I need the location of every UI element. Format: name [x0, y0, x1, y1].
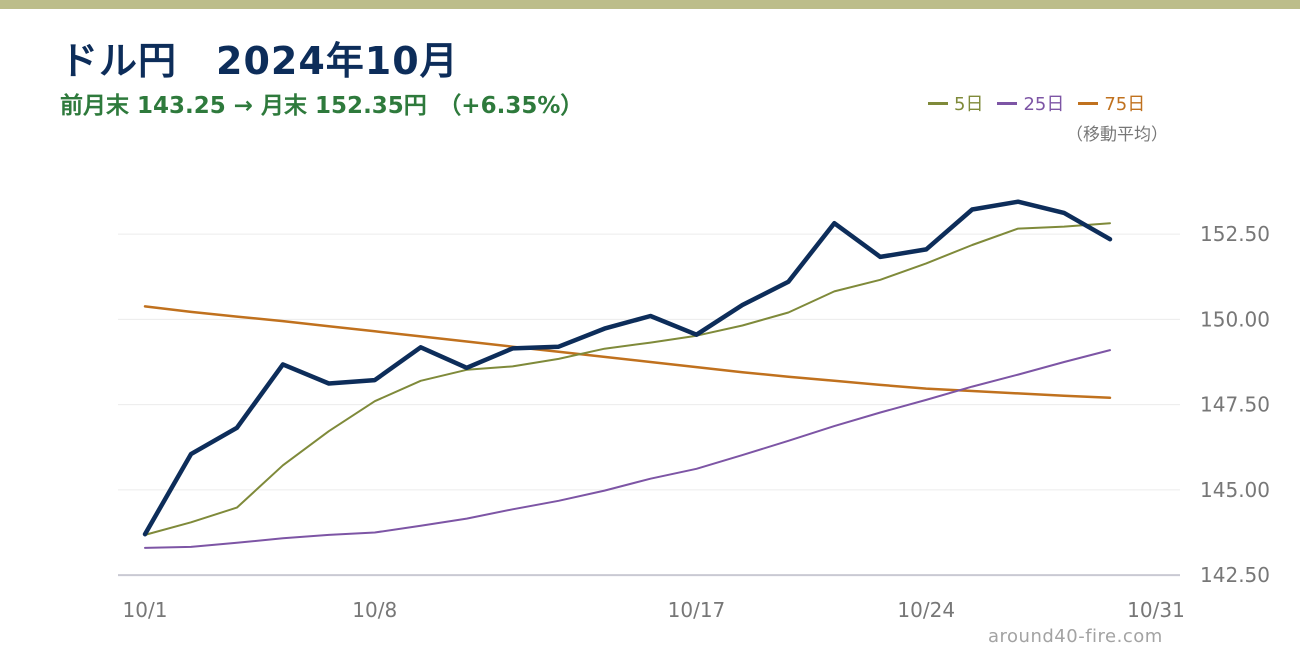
- ma25-line: [144, 349, 1111, 549]
- y-tick-label: 150.00: [1200, 307, 1270, 331]
- price-line: [142, 199, 1113, 537]
- legend-label-5d: 5日: [954, 94, 984, 115]
- y-tick-label: 147.50: [1200, 393, 1270, 417]
- legend-label-75d: 75日: [1104, 94, 1146, 115]
- legend-swatch-25d: [997, 101, 1018, 105]
- y-tick-label: 142.50: [1200, 563, 1270, 587]
- legend-item-25d: 25日: [997, 90, 1064, 116]
- legend: 5日 25日 75日: [928, 90, 1145, 116]
- x-tick-label: 10/8: [352, 598, 397, 622]
- legend-note: （移動平均）: [1066, 125, 1168, 145]
- legend-swatch-75d: [1078, 101, 1099, 105]
- legend-label-25d: 25日: [1023, 94, 1065, 115]
- legend-item-5d: 5日: [928, 90, 983, 116]
- y-tick-label: 152.50: [1200, 222, 1270, 246]
- legend-item-75d: 75日: [1078, 90, 1145, 116]
- x-tick-label: 10/17: [668, 598, 726, 622]
- series-lines: [142, 199, 1113, 549]
- x-tick-label: 10/31: [1127, 598, 1185, 622]
- ma75-line: [143, 305, 1112, 400]
- y-tick-label: 145.00: [1200, 478, 1270, 502]
- ma5-line: [144, 222, 1111, 536]
- y-axis-ticks: 142.50 145.00 147.50 150.00 152.50: [1200, 222, 1270, 587]
- chart-title: ドル円 2024年10月: [60, 39, 459, 83]
- top-accent-bar: [0, 0, 1300, 9]
- grid-lines: [118, 233, 1180, 577]
- x-axis-ticks: 10/1 10/8 10/17 10/24 10/31: [123, 598, 1185, 622]
- legend-swatch-5d: [928, 101, 948, 105]
- chart-subtitle: 前月末 143.25 → 月末 152.35円 （+6.35%）: [60, 93, 584, 119]
- x-tick-label: 10/24: [897, 598, 955, 622]
- x-tick-label: 10/1: [123, 598, 168, 622]
- watermark: around40-fire.com: [988, 626, 1163, 647]
